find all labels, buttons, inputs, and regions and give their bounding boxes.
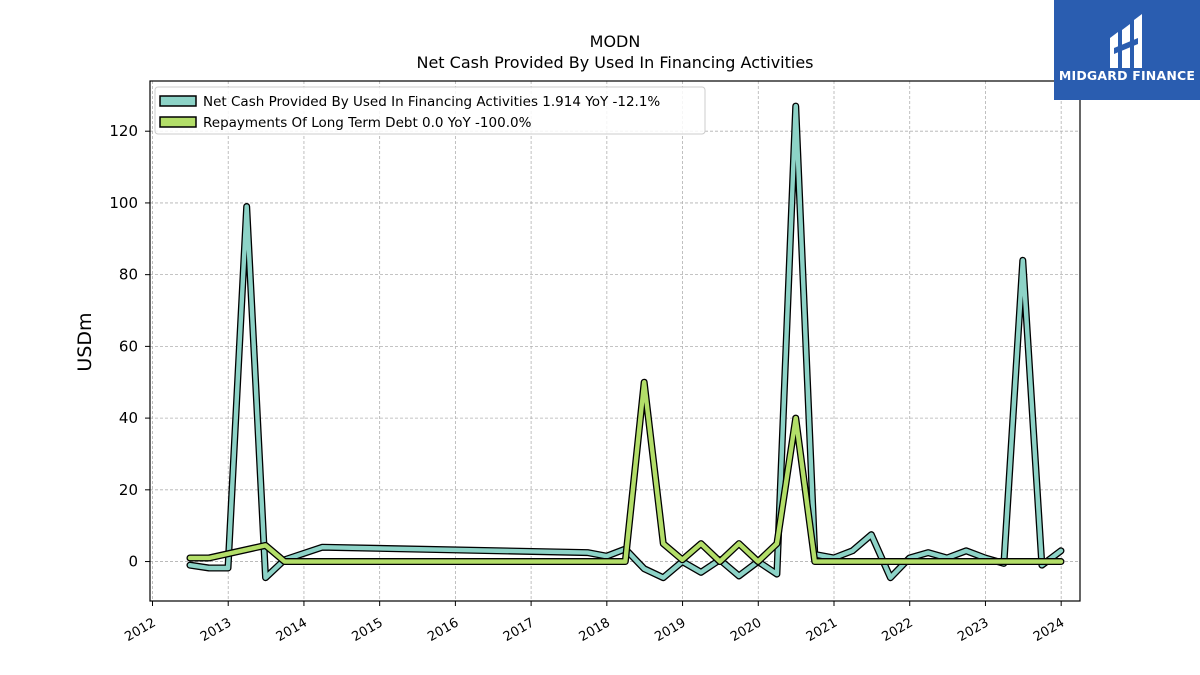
y-tick-label: 20 — [119, 481, 138, 499]
x-tick-label: 2023 — [955, 615, 991, 645]
y-tick-label: 80 — [119, 266, 138, 284]
series-0-point — [795, 105, 797, 107]
series-0-point — [851, 550, 854, 552]
series-1-point — [189, 557, 191, 559]
x-tick-label: 2017 — [501, 615, 537, 645]
series-1-point — [738, 543, 740, 545]
chart-subtitle: Net Cash Provided By Used In Financing A… — [416, 53, 813, 72]
y-axis-label: USDm — [74, 312, 96, 371]
series-0-point — [643, 568, 645, 570]
series-lines — [186, 102, 1065, 582]
x-tick-label: 2024 — [1031, 615, 1067, 645]
legend: Net Cash Provided By Used In Financing A… — [154, 86, 706, 135]
series-0-line — [187, 103, 1064, 580]
series-0-point — [264, 577, 267, 579]
x-tick-label: 2020 — [728, 615, 764, 645]
legend-label: Net Cash Provided By Used In Financing A… — [203, 94, 660, 110]
series-0-point — [927, 551, 929, 554]
grid — [150, 81, 1080, 601]
chart-title: MODN — [590, 32, 641, 51]
x-tick-label: 2022 — [880, 615, 916, 645]
midgard-finance-logo: MIDGARD FINANCE — [1054, 0, 1200, 100]
series-0-outline — [186, 102, 1065, 582]
series-1-point — [814, 560, 816, 563]
legend-box — [154, 86, 706, 135]
series-1-point — [643, 381, 645, 383]
series-0-point — [738, 575, 740, 577]
series-1-point — [719, 560, 721, 563]
series-1-point — [681, 559, 683, 561]
x-tick-label: 2012 — [122, 615, 158, 645]
series-1-point — [284, 560, 286, 563]
series-1-point — [757, 560, 759, 563]
series-1-outline — [186, 378, 1065, 566]
series-1-point — [208, 557, 210, 559]
plot-frame — [149, 80, 1081, 602]
y-tick-label: 100 — [109, 194, 138, 212]
x-axis-ticks: 2012 2013 2014 2015 2016 2017 2018 2019 2020 2021… — [122, 601, 1067, 645]
series-1-point — [795, 417, 797, 419]
series-0-point — [189, 564, 191, 566]
logo-mark-icon — [1110, 14, 1142, 68]
y-tick-label: 40 — [119, 409, 138, 427]
series-0-point — [700, 571, 702, 573]
logo-text: MIDGARD FINANCE — [1058, 68, 1196, 83]
y-tick-label: 0 — [128, 553, 138, 571]
series-0-point — [227, 567, 229, 569]
series-1-point — [624, 560, 626, 563]
series-0-point — [870, 534, 872, 536]
series-0-point — [586, 551, 589, 554]
y-axis-ticks: 0 20 40 60 80 100 120 — [109, 122, 150, 571]
series-0-point — [246, 205, 248, 208]
x-tick-label: 2016 — [425, 615, 461, 645]
series-0-point — [208, 567, 210, 569]
x-tick-label: 2021 — [804, 615, 840, 645]
legend-swatch — [159, 116, 197, 128]
x-tick-label: 2015 — [350, 615, 386, 645]
series-1-point — [1060, 560, 1062, 563]
series-0-point — [1022, 259, 1024, 261]
series-0-point — [606, 555, 608, 557]
series-1-point — [264, 544, 267, 547]
series-1-line — [187, 380, 1064, 564]
series-0-point — [889, 577, 892, 579]
series-1-point — [700, 543, 702, 545]
legend-swatch — [159, 95, 197, 107]
x-tick-label: 2014 — [274, 615, 310, 645]
y-tick-label: 120 — [109, 122, 138, 140]
series-0-point — [662, 577, 664, 579]
series-1-point — [662, 543, 664, 545]
x-tick-label: 2019 — [652, 615, 688, 645]
series-0-point — [1060, 550, 1062, 552]
x-tick-label: 2013 — [198, 615, 234, 645]
x-tick-label: 2018 — [577, 615, 613, 645]
legend-label: Repayments Of Long Term Debt 0.0 YoY -10… — [203, 115, 532, 131]
series-0-point — [776, 573, 778, 575]
series-0-point — [965, 550, 967, 552]
series-0-point — [321, 546, 323, 548]
series-1-point — [776, 543, 778, 545]
y-tick-label: 60 — [119, 337, 138, 355]
